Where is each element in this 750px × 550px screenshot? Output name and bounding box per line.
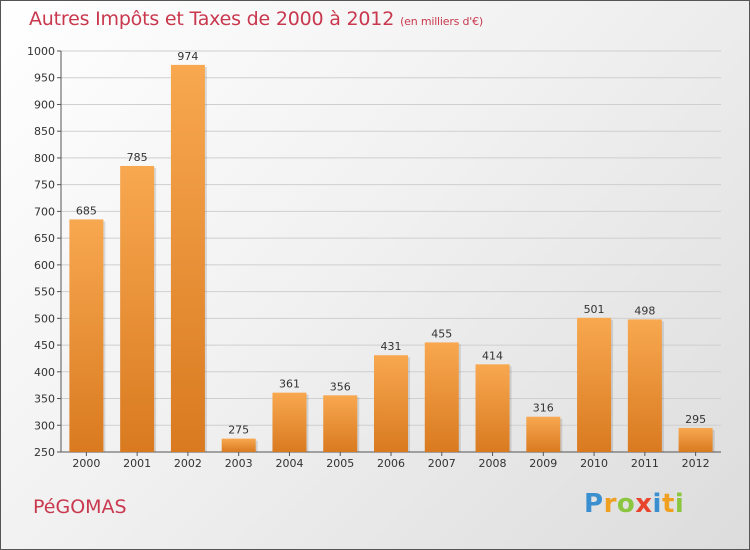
bar — [577, 317, 612, 452]
x-tick-label: 2009 — [529, 457, 557, 470]
x-tick-label: 2011 — [631, 457, 659, 470]
chart-unit: (en milliers d'€) — [400, 15, 483, 28]
x-tick-label: 2006 — [377, 457, 405, 470]
bars — [69, 64, 715, 452]
y-tick-label: 400 — [34, 366, 55, 379]
y-tick-label: 700 — [34, 205, 55, 218]
logo-letter: t — [661, 489, 675, 519]
commune-name: PéGOMAS — [33, 496, 127, 518]
bar — [323, 395, 358, 452]
bar — [678, 427, 713, 452]
y-tick-label: 950 — [34, 72, 55, 85]
bar — [374, 355, 408, 452]
bar-value-label: 275 — [228, 424, 249, 437]
bar-value-label: 361 — [279, 378, 300, 391]
bar-value-label: 974 — [177, 50, 198, 63]
y-tick-label: 550 — [34, 286, 55, 299]
bar-value-label: 455 — [431, 327, 452, 340]
x-tick-label: 2002 — [174, 457, 202, 470]
x-tick-label: 2003 — [225, 457, 253, 470]
y-tick-label: 900 — [34, 98, 55, 111]
bar — [424, 342, 459, 452]
proxiti-logo[interactable]: Proxiti — [584, 489, 684, 519]
chart-title: Autres Impôts et Taxes de 2000 à 2012 (en… — [29, 8, 483, 30]
x-tick-label: 2008 — [479, 457, 507, 470]
y-tick-label: 300 — [34, 419, 55, 432]
y-tick-label: 750 — [34, 179, 55, 192]
bar-value-label: 414 — [482, 349, 503, 362]
bar — [272, 392, 307, 452]
y-tick-label: 250 — [34, 446, 55, 459]
bar-value-label: 501 — [584, 303, 605, 316]
bar-value-label: 785 — [127, 151, 148, 164]
logo-letter: x — [635, 489, 653, 519]
x-tick-label: 2000 — [72, 457, 100, 470]
bar — [120, 165, 155, 452]
bar-value-label: 295 — [685, 413, 706, 426]
y-tick-label: 850 — [34, 125, 55, 138]
logo-letter: i — [674, 489, 685, 519]
y-tick-label: 800 — [34, 152, 55, 165]
x-tick-label: 2004 — [275, 457, 303, 470]
y-tick-label: 600 — [34, 259, 55, 272]
x-tick-label: 2007 — [428, 457, 456, 470]
bar — [221, 438, 256, 452]
bar-value-label: 431 — [381, 340, 402, 353]
bar — [526, 416, 561, 452]
bar-value-label: 356 — [330, 380, 351, 393]
y-tick-label: 450 — [34, 339, 55, 352]
bar-value-label: 498 — [634, 304, 655, 317]
x-tick-label: 2012 — [682, 457, 710, 470]
bar — [170, 64, 205, 452]
bar — [69, 219, 104, 452]
logo-letter: r — [603, 489, 617, 519]
bar-value-label: 316 — [533, 402, 554, 415]
x-tick-label: 2001 — [123, 457, 151, 470]
bar — [475, 364, 510, 452]
x-tick-label: 2005 — [326, 457, 354, 470]
bar-value-label: 685 — [76, 204, 97, 217]
y-tick-label: 350 — [34, 393, 55, 406]
y-tick-label: 650 — [34, 232, 55, 245]
y-tick-label: 500 — [34, 312, 55, 325]
x-tick-label: 2010 — [580, 457, 608, 470]
logo-letter: i — [652, 489, 662, 519]
labels: 250 300 350 400 450 500 550 600 650 700 750 800 850 9… — [27, 45, 710, 470]
bar — [627, 319, 662, 452]
logo-letter: P — [584, 489, 604, 519]
chart-title-text: Autres Impôts et Taxes de 2000 à 2012 — [29, 8, 395, 30]
logo-letter: o — [616, 489, 636, 519]
y-tick-label: 1000 — [27, 45, 55, 58]
